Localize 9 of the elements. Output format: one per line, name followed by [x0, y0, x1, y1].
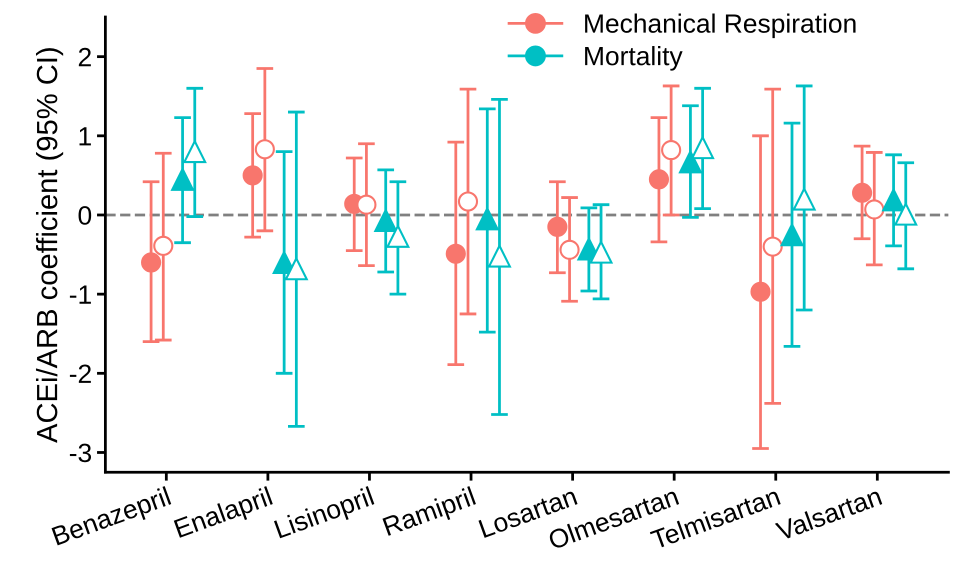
y-tick-label: -1	[70, 286, 91, 304]
y-axis-title: ACEi/ARB coefficient (95% CI)	[36, 48, 64, 443]
y-tick-label: 0	[78, 206, 92, 225]
y-tick-label: -2	[70, 364, 91, 383]
legend-label: Mortality	[585, 46, 683, 71]
y-tick-label: -3	[70, 444, 92, 462]
legend-label: Mechanical Respiration	[585, 14, 856, 38]
y-tick-label: 2	[78, 48, 91, 66]
y-tick-label: 1	[80, 127, 91, 146]
